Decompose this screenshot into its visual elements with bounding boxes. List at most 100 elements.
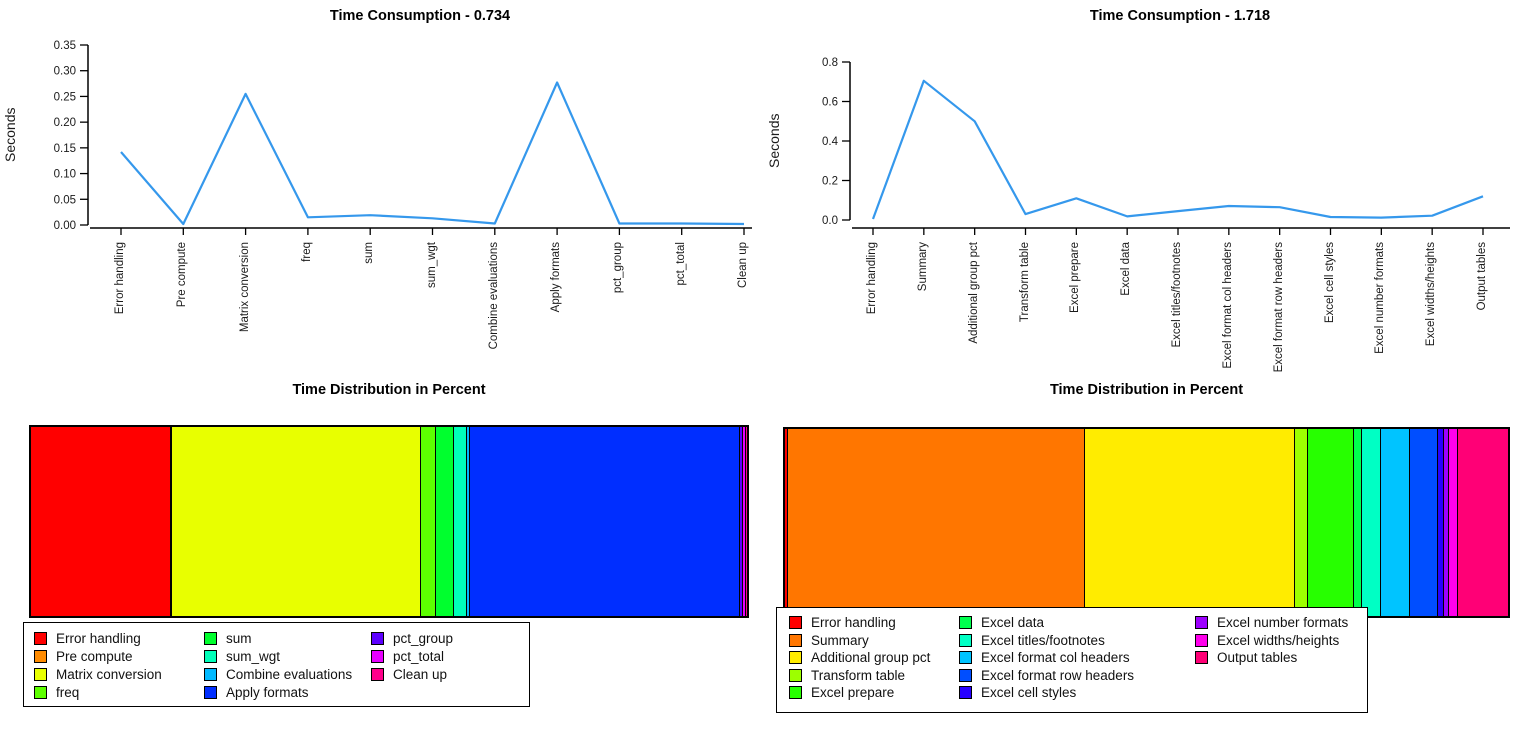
legend-label: Excel number formats <box>1217 615 1349 631</box>
bar-segment <box>739 427 743 616</box>
y-tick-label: 0.35 <box>54 40 76 52</box>
legend-label: Matrix conversion <box>56 666 162 682</box>
bar-segment <box>1448 429 1458 616</box>
legend-label: Excel format row headers <box>981 667 1135 683</box>
legend-label: pct_total <box>393 648 445 664</box>
legend-label: Pre compute <box>56 648 133 664</box>
x-axis-label: Output tables <box>1476 242 1488 311</box>
legend-item: pct_total <box>371 647 453 665</box>
legend-swatch <box>34 685 47 699</box>
y-tick-label: 0.8 <box>822 57 838 69</box>
bar-segment <box>171 427 421 616</box>
legend-item: Additional group pct <box>789 649 930 667</box>
chart-title: Time Consumption - 0.734 <box>329 8 511 24</box>
legend-swatch <box>34 667 47 681</box>
legend-swatch <box>789 686 802 700</box>
legend-column: Error handling Pre compute Matrix conversi… <box>34 629 162 701</box>
legend-item: Error handling <box>789 614 930 632</box>
y-tick-label: 0.10 <box>54 169 76 181</box>
legend-item: Pre compute <box>34 647 162 665</box>
legend-item: Error handling <box>34 629 162 647</box>
legend-swatch <box>789 651 802 665</box>
legend-label: Error handling <box>811 615 896 631</box>
legend-item: Excel titles/footnotes <box>959 632 1134 650</box>
x-axis-label: Error handling <box>866 242 878 315</box>
y-tick-label: 0.2 <box>822 176 838 188</box>
legend-label: Excel titles/footnotes <box>981 632 1105 648</box>
bar-segment <box>453 427 467 616</box>
legend-swatch <box>204 649 217 663</box>
legend-swatch <box>789 668 802 682</box>
x-axis-label: Pre compute <box>176 242 189 308</box>
bar-segment <box>1409 429 1437 616</box>
legend: Error handling Pre compute Matrix conversi… <box>23 622 530 707</box>
bar-segment <box>468 427 740 616</box>
legend-item: Excel prepare <box>789 684 930 702</box>
x-axis-label: Excel format row headers <box>1272 242 1285 373</box>
legend-swatch <box>1195 633 1208 647</box>
legend-swatch <box>789 616 802 630</box>
legend-column: Excel data Excel titles/footnotes Excel fo… <box>959 614 1134 702</box>
legend-label: Excel cell styles <box>981 685 1077 701</box>
stacked-bar <box>783 427 1510 618</box>
legend-column: sum sum_wgt Combine evaluations Apply forma… <box>204 629 352 701</box>
bar-segment <box>1457 429 1508 616</box>
legend-item: Excel format col headers <box>959 649 1134 667</box>
legend-swatch <box>204 631 217 645</box>
x-axis-label: pct_total <box>674 242 687 286</box>
legend-item: Excel widths/heights <box>1195 632 1348 650</box>
bar-segment <box>1294 429 1307 616</box>
bar-segment <box>1353 429 1361 616</box>
x-axis-label: sum_wgt <box>425 242 438 289</box>
legend-item: Matrix conversion <box>34 665 162 683</box>
legend-swatch <box>959 668 972 682</box>
legend-item: Excel cell styles <box>959 684 1134 702</box>
legend-swatch <box>959 686 972 700</box>
bar-segment <box>744 427 747 616</box>
x-axis-label: Excel widths/heights <box>1425 242 1438 347</box>
legend-column: Excel number formats Excel widths/heights… <box>1195 614 1348 667</box>
x-axis-label: Clean up <box>737 242 749 289</box>
legend-item: freq <box>34 683 162 701</box>
x-axis-label: pct_group <box>612 242 625 294</box>
x-axis-label: Excel data <box>1120 242 1133 296</box>
y-tick-label: 0.0 <box>822 215 838 227</box>
line-chart-time-consumption-1: Time Consumption - 0.734 Seconds 0.00 0.0… <box>0 0 758 376</box>
bar-segment <box>1436 429 1444 616</box>
legend-column: pct_group pct_total Clean up <box>371 629 453 683</box>
legend-swatch <box>959 633 972 647</box>
bar-segment <box>466 427 469 616</box>
chart-title: Time Distribution in Percent <box>1049 382 1244 398</box>
x-axis-label: Excel number formats <box>1374 242 1387 354</box>
legend: Error handling Summary Additional group pc… <box>776 607 1368 713</box>
x-axis-label: Transform table <box>1018 242 1031 323</box>
bar-segment <box>420 427 435 616</box>
legend-swatch <box>34 631 47 645</box>
x-axis-label: freq <box>300 242 313 262</box>
x-axis-label: sum <box>363 242 376 264</box>
legend-item: Combine evaluations <box>204 665 352 683</box>
legend-label: freq <box>56 684 80 700</box>
y-tick-label: 0.00 <box>54 220 76 232</box>
stacked-bar <box>29 425 749 618</box>
bar-segment <box>1306 429 1354 616</box>
x-axis-label: Additional group pct <box>967 242 980 344</box>
legend-label: pct_group <box>393 630 454 646</box>
legend-label: Additional group pct <box>811 650 931 666</box>
legend-swatch <box>959 651 972 665</box>
y-tick-label: 0.20 <box>54 117 76 129</box>
bar-segment <box>785 429 788 616</box>
legend-swatch <box>1195 616 1208 630</box>
legend-item: Excel format row headers <box>959 667 1134 685</box>
x-axis-label: Excel prepare <box>1069 242 1082 313</box>
legend-item: Transform table <box>789 667 930 685</box>
bar-segment <box>1083 429 1295 616</box>
line-plot-area: 0.0 0.2 0.4 0.6 0.8 <box>822 57 1510 235</box>
legend-swatch <box>204 685 217 699</box>
legend-item: Apply formats <box>204 683 352 701</box>
y-tick-label: 0.15 <box>54 143 76 155</box>
legend-label: Summary <box>811 632 869 648</box>
chart-title: Time Distribution in Percent <box>292 382 486 398</box>
legend-swatch <box>371 649 384 663</box>
y-tick-label: 0.6 <box>822 97 838 109</box>
